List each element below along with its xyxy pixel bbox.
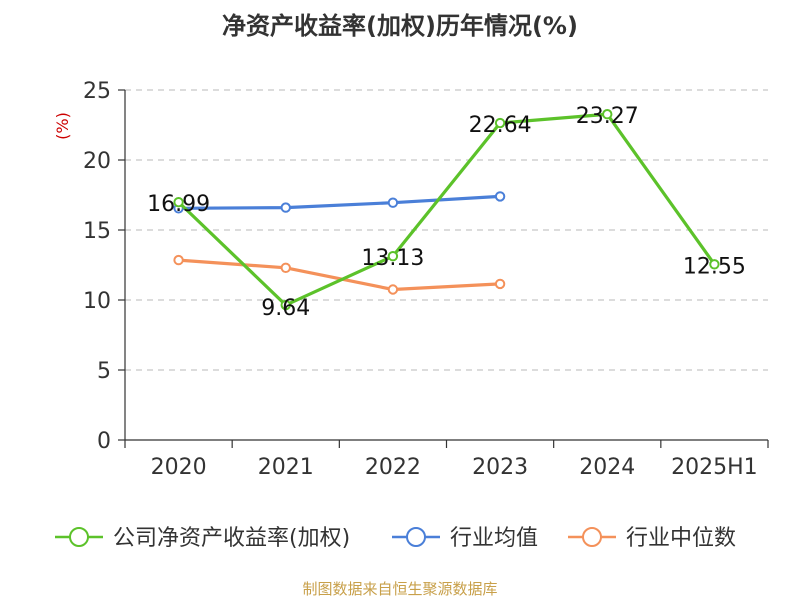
data-label: 12.55 <box>683 254 746 279</box>
grid-lines <box>125 89 768 371</box>
data-point <box>494 117 506 129</box>
data-point <box>280 202 291 213</box>
data-label: 23.27 <box>576 104 639 129</box>
series-line <box>177 112 716 307</box>
legend-marker <box>69 527 89 547</box>
x-tick-label: 2022 <box>365 455 421 480</box>
series-line <box>178 258 501 292</box>
data-label: 22.64 <box>469 113 532 138</box>
legend-item[interactable]: 公司净资产收益率(加权) <box>55 526 350 551</box>
legend-label: 行业中位数 <box>626 526 736 551</box>
x-tick-label: 2024 <box>579 455 635 480</box>
data-point <box>280 299 291 311</box>
legend-label: 行业均值 <box>450 526 538 551</box>
legend-label: 公司净资产收益率(加权) <box>113 526 350 551</box>
x-tick-label: 2025H1 <box>671 455 758 480</box>
data-point <box>494 278 506 290</box>
series-line <box>178 194 501 210</box>
y-tick-label: 25 <box>83 79 111 104</box>
data-point <box>387 250 399 262</box>
chart-title: 净资产收益率(加权)历年情况(%) <box>222 12 578 40</box>
y-axis-label: (%) <box>53 112 72 140</box>
x-tick-label: 2021 <box>258 455 314 480</box>
y-tick-label: 15 <box>83 219 111 244</box>
data-label: 9.64 <box>261 296 310 321</box>
data-labels: 16.99 9.64 13.13 22.64 23.27 12.55 <box>147 104 746 321</box>
series-lines <box>173 109 720 311</box>
x-tick-label: 2023 <box>472 455 528 480</box>
data-point <box>602 109 613 120</box>
legend-marker <box>582 527 602 547</box>
data-label: 13.13 <box>361 246 424 271</box>
data-point <box>173 196 184 208</box>
y-tick-label: 20 <box>83 149 111 174</box>
y-tick-label: 5 <box>97 359 111 384</box>
legend-item[interactable]: 行业均值 <box>392 526 538 551</box>
data-label: 16.99 <box>147 192 210 217</box>
y-tick-label: 10 <box>83 289 111 314</box>
data-point <box>387 197 399 208</box>
data-point <box>387 284 399 295</box>
legend-marker <box>406 527 426 547</box>
legend-item[interactable]: 行业中位数 <box>568 526 736 551</box>
data-point <box>709 259 720 270</box>
data-point <box>494 191 506 202</box>
x-tick-label: 2020 <box>151 455 207 480</box>
legend[interactable]: 公司净资产收益率(加权) 行业均值 行业中位数 <box>55 526 736 551</box>
data-point <box>280 262 291 273</box>
source-note: 制图数据来自恒生聚源数据库 <box>302 580 498 598</box>
axes: 0 5 10 15 20 25 2020 2021 2022 2023 2024 2025H1 <box>83 79 769 480</box>
y-tick-label: 0 <box>97 429 111 454</box>
data-point <box>173 254 184 266</box>
